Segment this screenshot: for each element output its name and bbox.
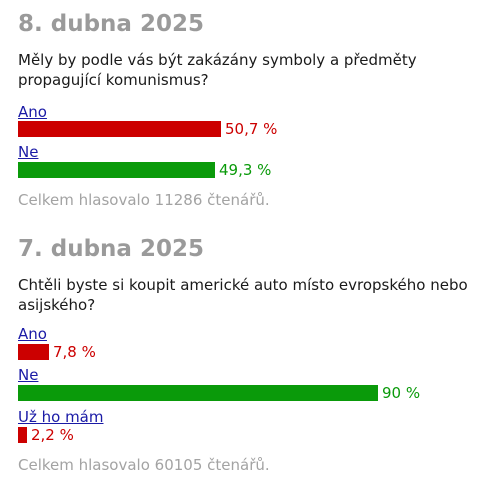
option-label-ne[interactable]: Ne [18, 366, 39, 384]
percentage-label: 7,8 % [53, 343, 96, 361]
percentage-label: 2,2 % [31, 426, 74, 444]
poll-date: 8. dubna 2025 [18, 11, 204, 37]
bar [18, 427, 27, 443]
bar [18, 385, 378, 401]
poll-question: Chtěli byste si koupit americké auto mís… [18, 276, 468, 314]
percentage-label: 50,7 % [225, 120, 278, 138]
bar [18, 121, 221, 137]
poll-question: Měly by podle vás být zakázány symboly a… [18, 51, 417, 89]
bar [18, 344, 49, 360]
percentage-label: 49,3 % [219, 161, 272, 179]
bar [18, 162, 215, 178]
poll-1: 8. dubna 2025 Měly by podle vás být zaká… [18, 10, 488, 220]
poll-date: 7. dubna 2025 [18, 236, 204, 262]
vote-total: Celkem hlasovalo 60105 čtenářů. [18, 456, 270, 474]
option-label-ano[interactable]: Ano [18, 325, 47, 343]
poll-2: 7. dubna 2025 Chtěli byste si koupit ame… [18, 235, 488, 480]
percentage-label: 90 % [382, 384, 421, 402]
vote-total: Celkem hlasovalo 11286 čtenářů. [18, 191, 270, 209]
option-label-ne[interactable]: Ne [18, 143, 39, 161]
option-label-uz-ho-mam[interactable]: Už ho mám [18, 408, 104, 426]
option-label-ano[interactable]: Ano [18, 103, 47, 121]
